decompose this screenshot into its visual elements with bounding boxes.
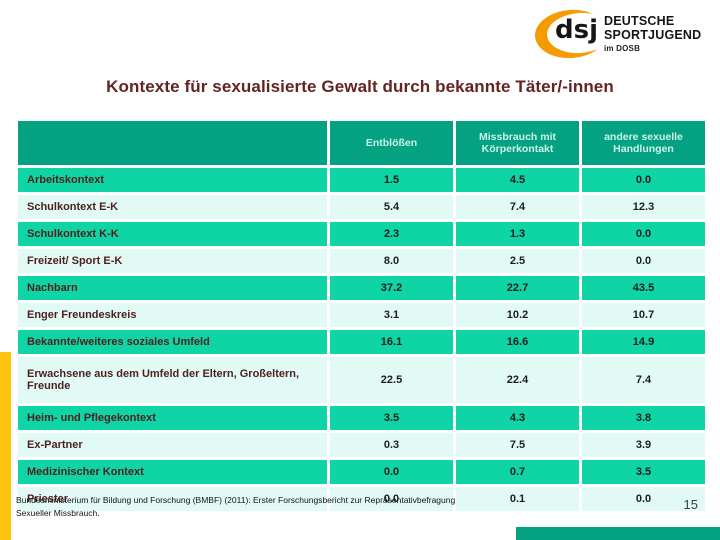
table-row: Schulkontext K-K 2.3 1.3 0.0	[15, 219, 708, 249]
logo-line-deutsche: DEUTSCHE	[604, 14, 675, 28]
value-cell: 0.0	[579, 219, 708, 249]
value-cell: 2.5	[453, 246, 582, 276]
row-label-cell: Heim- und Pflegekontext	[15, 403, 330, 433]
value-cell: 14.9	[579, 327, 708, 357]
value-cell: 0.1	[453, 484, 582, 514]
row-label-cell: Medizinischer Kontext	[15, 457, 330, 487]
value-cell: 4.3	[453, 403, 582, 433]
table-row: Arbeitskontext 1.5 4.5 0.0	[15, 165, 708, 195]
value-cell: 22.4	[453, 354, 582, 406]
logo-text: DEUTSCHE SPORTJUGEND im DOSB	[604, 14, 702, 53]
left-accent-bar	[0, 352, 11, 540]
value-cell: 3.9	[579, 430, 708, 460]
value-cell: 0.3	[327, 430, 456, 460]
value-cell: 8.0	[327, 246, 456, 276]
logo-line-imdosb: im DOSB	[604, 43, 641, 53]
value-cell: 16.6	[453, 327, 582, 357]
row-label-cell: Schulkontext E-K	[15, 192, 330, 222]
row-label-cell: Arbeitskontext	[15, 165, 330, 195]
table-row: Medizinischer Kontext 0.0 0.7 3.5	[15, 457, 708, 487]
row-label-cell: Enger Freundeskreis	[15, 300, 330, 330]
table-row: Enger Freundeskreis 3.1 10.2 10.7	[15, 300, 708, 330]
value-cell: 4.5	[453, 165, 582, 195]
value-cell: 3.5	[579, 457, 708, 487]
dsj-wordmark: dsj	[555, 15, 598, 45]
table-row: Heim- und Pflegekontext 3.5 4.3 3.8	[15, 403, 708, 433]
value-cell: 7.4	[453, 192, 582, 222]
value-cell: 3.5	[327, 403, 456, 433]
value-cell: 10.7	[579, 300, 708, 330]
value-cell: 37.2	[327, 273, 456, 303]
table-row: Freizeit/ Sport E-K 8.0 2.5 0.0	[15, 246, 708, 276]
data-table: Entblößen Missbrauch mit Körperkontakt a…	[15, 118, 708, 514]
row-label-cell: Priester	[15, 484, 330, 514]
value-cell: 3.1	[327, 300, 456, 330]
column-header: Entblößen	[327, 118, 456, 168]
value-cell: 12.3	[579, 192, 708, 222]
corner-cell	[15, 118, 330, 168]
value-cell: 22.5	[327, 354, 456, 406]
value-cell: 43.5	[579, 273, 708, 303]
table-row: Priester 0.0 0.1 0.0	[15, 484, 708, 514]
dsj-swoosh-icon	[535, 9, 613, 59]
value-cell: 10.2	[453, 300, 582, 330]
row-label-cell: Nachbarn	[15, 273, 330, 303]
row-label-cell: Schulkontext K-K	[15, 219, 330, 249]
table-row: Schulkontext E-K 5.4 7.4 12.3	[15, 192, 708, 222]
header-row: Entblößen Missbrauch mit Körperkontakt a…	[15, 118, 708, 168]
value-cell: 0.0	[327, 457, 456, 487]
citation-line-1: Bundesministerium für Bildung und Forsch…	[16, 495, 456, 505]
value-cell: 7.4	[579, 354, 708, 406]
column-header: Missbrauch mit Körperkontakt	[453, 118, 582, 168]
row-label-cell: Ex-Partner	[15, 430, 330, 460]
value-cell: 3.8	[579, 403, 708, 433]
value-cell: 0.0	[579, 484, 708, 514]
value-cell: 0.0	[579, 246, 708, 276]
value-cell: 7.5	[453, 430, 582, 460]
value-cell: 5.4	[327, 192, 456, 222]
value-cell: 1.3	[453, 219, 582, 249]
column-header: andere sexuelle Handlungen	[579, 118, 708, 168]
table-row: Nachbarn 37.2 22.7 43.5	[15, 273, 708, 303]
value-cell: 1.5	[327, 165, 456, 195]
value-cell: 2.3	[327, 219, 456, 249]
value-cell: 22.7	[453, 273, 582, 303]
table-container: Entblößen Missbrauch mit Körperkontakt a…	[15, 118, 708, 514]
row-label-cell: Erwachsene aus dem Umfeld der Eltern, Gr…	[15, 354, 330, 406]
bottom-accent-bar	[516, 527, 720, 540]
value-cell: 0.0	[579, 165, 708, 195]
row-label-cell: Bekannte/weiteres soziales Umfeld	[15, 327, 330, 357]
table-row: Ex-Partner 0.3 7.5 3.9	[15, 430, 708, 460]
table-row: Bekannte/weiteres soziales Umfeld 16.1 1…	[15, 327, 708, 357]
value-cell: 16.1	[327, 327, 456, 357]
table-row: Erwachsene aus dem Umfeld der Eltern, Gr…	[15, 354, 708, 406]
logo-line-sportjugend: SPORTJUGEND	[604, 27, 702, 42]
row-label-cell: Freizeit/ Sport E-K	[15, 246, 330, 276]
footer-citation: Bundesministerium für Bildung und Forsch…	[16, 494, 564, 520]
dsj-logo: dsj DEUTSCHE SPORTJUGEND im DOSB	[534, 6, 712, 68]
value-cell: 0.7	[453, 457, 582, 487]
value-cell: 0.0	[327, 484, 456, 514]
page-number: 15	[683, 497, 698, 512]
citation-line-2: Sexueller Missbrauch.	[16, 507, 100, 518]
page-title: Kontexte für sexualisierte Gewalt durch …	[106, 77, 614, 96]
